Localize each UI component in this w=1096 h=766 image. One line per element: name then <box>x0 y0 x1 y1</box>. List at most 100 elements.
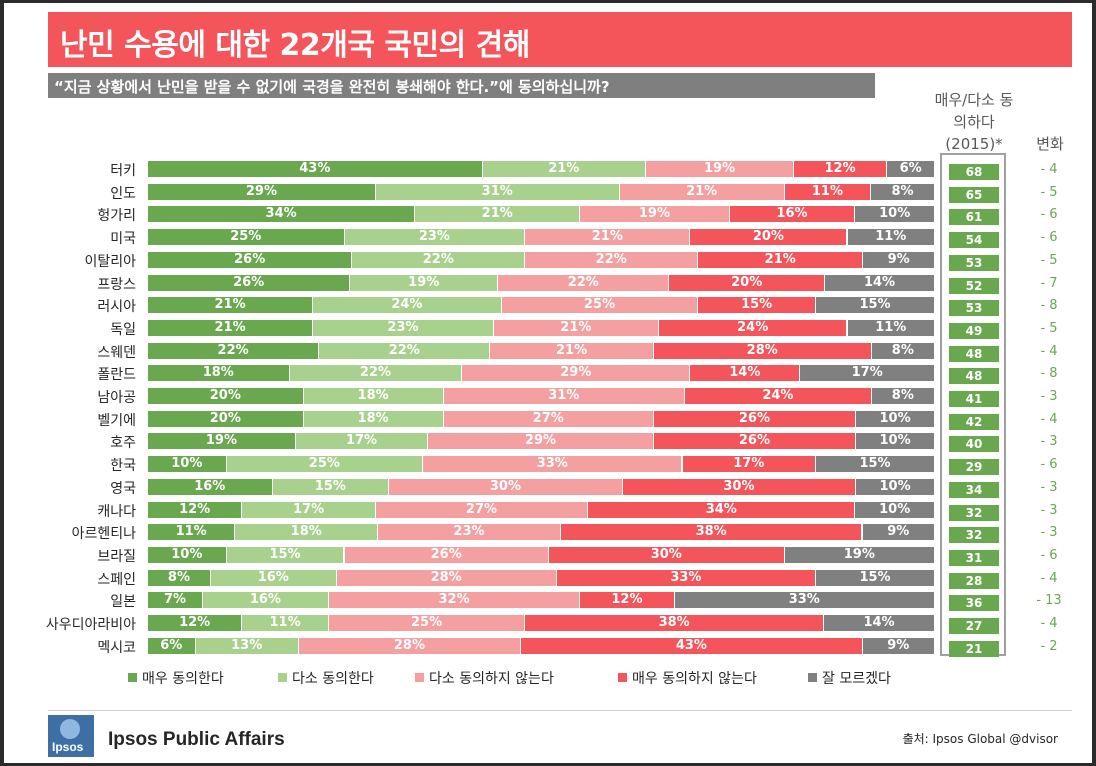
source-note: 출처: Ipsos Global @dvisor <box>902 732 1058 746</box>
bar-segment: 6% <box>887 161 934 177</box>
bar-segment: 30% <box>622 479 857 495</box>
bar-segment: 21% <box>619 184 785 200</box>
country-label: 폴란드 <box>97 367 136 383</box>
bar-segment: 38% <box>525 615 824 631</box>
bar-segment: 43% <box>148 161 483 177</box>
change-value: - 3 <box>1040 503 1058 518</box>
bar-segment: 11% <box>847 229 934 245</box>
change-value: - 3 <box>1040 434 1058 449</box>
bar-segment: 15% <box>272 479 390 495</box>
bar-segment: 22% <box>498 275 670 291</box>
bar-segment: 21% <box>482 161 646 177</box>
change-value: - 6 <box>1040 548 1058 563</box>
change-value: - 6 <box>1040 230 1058 245</box>
country-label: 프랑스 <box>97 277 136 293</box>
bar-segment: 15% <box>816 297 934 313</box>
bar-segment: 17% <box>295 433 429 449</box>
bar-segment: 21% <box>148 320 314 336</box>
bar-segment: 8% <box>871 343 934 359</box>
legend-swatch <box>808 673 817 682</box>
bar-segment: 26% <box>653 411 857 427</box>
bar-segment: 17% <box>800 365 934 381</box>
bar-segment: 22% <box>319 343 491 359</box>
bar-segment: 9% <box>862 638 934 654</box>
bar-segment: 12% <box>793 161 888 177</box>
country-label: 헝가리 <box>97 208 136 224</box>
bar-segment: 21% <box>415 206 581 222</box>
change-value: - 4 <box>1040 344 1058 359</box>
bar-segment: 16% <box>148 479 273 495</box>
legend-label: 매우 동의하지 않는다 <box>632 671 757 687</box>
agree-2015-value: 36 <box>949 595 999 611</box>
country-label: 미국 <box>110 231 136 247</box>
change-value: - 4 <box>1040 412 1058 427</box>
legend-swatch <box>618 673 627 682</box>
bar-segment: 27% <box>375 502 589 518</box>
bar-segment: 34% <box>148 206 416 222</box>
bar-segment: 26% <box>344 547 549 563</box>
company-name: Ipsos Public Affairs <box>108 729 285 750</box>
change-value: - 4 <box>1040 571 1058 586</box>
bar-segment: 23% <box>378 524 561 540</box>
bar-segment: 23% <box>344 229 526 245</box>
bar-segment: 13% <box>195 638 299 654</box>
change-value: - 3 <box>1040 389 1058 404</box>
agree-2015-value: 31 <box>949 550 999 566</box>
agree-2015-value: 54 <box>949 232 999 248</box>
country-label: 러시아 <box>97 299 136 315</box>
bar-segment: 16% <box>203 592 329 608</box>
agree-2015-value: 21 <box>949 641 999 657</box>
bar-segment: 29% <box>462 365 691 381</box>
bar-segment: 30% <box>389 479 623 495</box>
bar-segment: 26% <box>148 252 353 268</box>
legend-label: 다소 동의한다 <box>292 671 374 687</box>
country-label: 터키 <box>110 163 136 179</box>
bar-segment: 19% <box>148 433 296 449</box>
change-value: - 3 <box>1040 480 1058 495</box>
bar-segment: 19% <box>350 275 499 291</box>
agree-2015-value: 52 <box>949 278 999 294</box>
bar-segment: 31% <box>443 388 685 404</box>
bar-segment: 18% <box>148 365 290 381</box>
country-label: 한국 <box>110 458 136 474</box>
bar-segment: 20% <box>669 275 825 291</box>
change-value: - 5 <box>1040 321 1058 336</box>
bar-segment: 11% <box>148 524 236 540</box>
bar-segment: 24% <box>658 320 848 336</box>
agree-2015-value: 34 <box>949 482 999 498</box>
bar-segment: 19% <box>580 206 730 222</box>
agree-2015-value: 48 <box>949 368 999 384</box>
agree-2015-value: 68 <box>949 164 999 180</box>
change-value: - 5 <box>1040 185 1058 200</box>
bar-segment: 12% <box>148 615 243 631</box>
country-label: 이탈리아 <box>84 254 136 270</box>
country-label: 독일 <box>110 322 136 338</box>
bar-segment: 33% <box>556 570 817 586</box>
chart-title: 난민 수용에 대한 22개국 국민의 견해 <box>60 28 530 63</box>
country-label: 캐나다 <box>97 504 136 520</box>
legend-label: 다소 동의하지 않는다 <box>429 671 554 687</box>
bar-segment: 22% <box>148 343 320 359</box>
bar-segment: 26% <box>148 275 351 291</box>
change-value: - 4 <box>1040 616 1058 631</box>
bar-segment: 8% <box>871 184 934 200</box>
bar-segment: 18% <box>235 524 379 540</box>
bar-segment: 25% <box>148 229 345 245</box>
bar-segment: 15% <box>226 547 345 563</box>
change-value: - 6 <box>1040 207 1058 222</box>
bar-segment: 25% <box>328 615 526 631</box>
agree-2015-value: 53 <box>949 300 999 316</box>
bar-segment: 16% <box>210 570 337 586</box>
bar-segment: 22% <box>525 252 699 268</box>
country-label: 스페인 <box>97 572 136 588</box>
bar-segment: 12% <box>148 502 243 518</box>
footer-divider <box>48 710 1072 711</box>
legend-swatch <box>278 673 287 682</box>
agree-2015-value: 27 <box>949 618 999 634</box>
bar-segment: 34% <box>588 502 856 518</box>
change-value: - 6 <box>1040 457 1058 472</box>
agree-2015-value: 29 <box>949 459 999 475</box>
bar-segment: 32% <box>328 592 581 608</box>
bar-segment: 7% <box>148 592 203 608</box>
bar-segment: 25% <box>226 456 424 472</box>
